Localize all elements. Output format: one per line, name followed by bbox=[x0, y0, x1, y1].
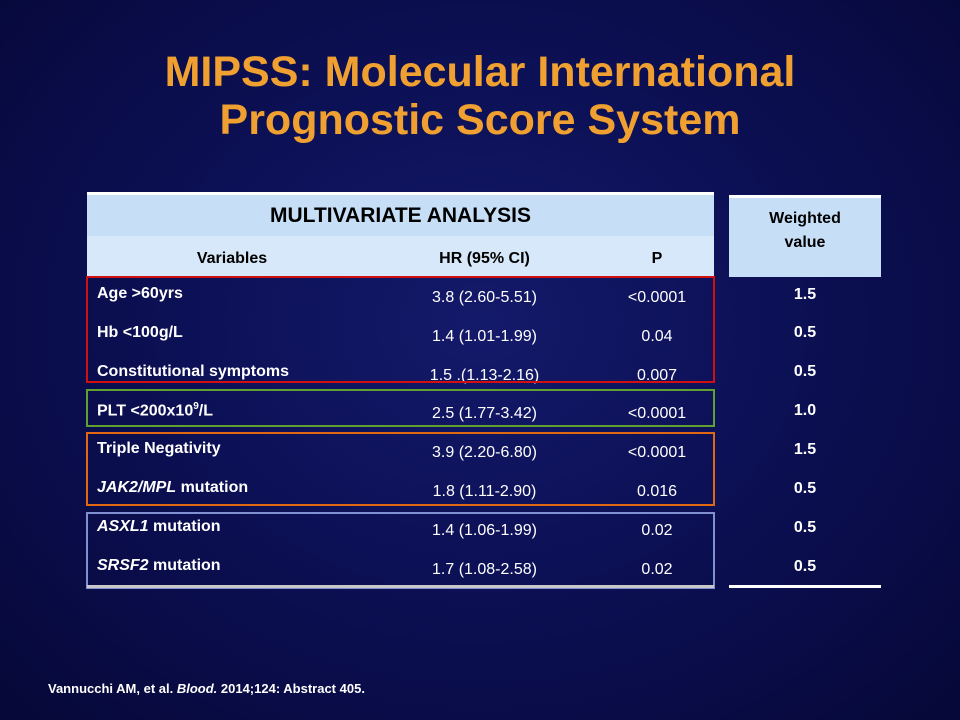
variable-cell: ASXL1 mutation bbox=[97, 518, 221, 536]
platelet-group-box bbox=[86, 389, 715, 427]
hr-cell: 2.5 (1.77-3.42) bbox=[432, 405, 537, 422]
citation-journal: Blood. bbox=[176, 681, 218, 696]
p-cell: 0.04 bbox=[641, 328, 673, 345]
weighted-value: 1.0 bbox=[793, 402, 817, 419]
high-risk-mutation-group-box bbox=[86, 512, 715, 589]
weighted-value: 1.5 bbox=[793, 286, 817, 303]
variable-text-suffix: mutation bbox=[176, 479, 249, 496]
weighted-bottom-rule bbox=[729, 585, 881, 588]
gene-name: JAK2/MPL bbox=[97, 479, 177, 496]
column-hr: HR (95% CI) bbox=[439, 250, 530, 267]
variable-cell: Hb <100g/L bbox=[97, 324, 183, 341]
table-bottom-rule bbox=[87, 585, 714, 588]
table-row: PLT <200x109/L 2.5 (1.77-3.42) <0.0001 bbox=[87, 394, 714, 433]
weighted-header-line-2: value bbox=[784, 234, 826, 251]
column-header-band bbox=[87, 236, 714, 277]
column-p: P bbox=[651, 250, 663, 267]
table-row: ASXL1 mutation 1.4 (1.06-1.99) 0.02 bbox=[87, 511, 714, 550]
weighted-value: 1.5 bbox=[793, 441, 817, 458]
p-cell: <0.0001 bbox=[627, 444, 687, 461]
variable-cell: JAK2/MPL mutation bbox=[97, 479, 248, 497]
variable-text: PLT <200x10 bbox=[97, 402, 194, 420]
variable-superscript: 9 bbox=[193, 401, 199, 412]
weighted-value: 0.5 bbox=[793, 558, 817, 575]
variable-cell: Constitutional symptoms bbox=[97, 363, 290, 380]
column-variables: Variables bbox=[196, 250, 268, 267]
variable-text-suffix: mutation bbox=[148, 557, 221, 574]
variable-cell: PLT <200x109/L bbox=[97, 401, 213, 420]
p-cell: 0.02 bbox=[641, 561, 673, 578]
variable-cell: Triple Negativity bbox=[97, 440, 221, 457]
citation-authors: Vannucchi AM, et al. bbox=[48, 681, 177, 696]
driver-mutation-group-box bbox=[86, 432, 715, 506]
table-heading: MULTIVARIATE ANALYSIS bbox=[270, 204, 531, 227]
variable-text-suffix: /L bbox=[198, 402, 213, 420]
table-row: Constitutional symptoms 1.5 .(1.13-2.16)… bbox=[87, 356, 714, 395]
weighted-value-header: Weighted value bbox=[729, 195, 881, 277]
hr-cell: 1.7 (1.08-2.58) bbox=[432, 561, 537, 578]
variable-text-suffix: mutation bbox=[148, 518, 221, 535]
weighted-value: 0.5 bbox=[793, 519, 817, 536]
p-cell: 0.016 bbox=[636, 483, 678, 500]
citation: Vannucchi AM, et al. Blood. 2014;124: Ab… bbox=[48, 681, 365, 696]
table-row: JAK2/MPL mutation 1.8 (1.11-2.90) 0.016 bbox=[87, 472, 714, 511]
hr-cell: 3.8 (2.60-5.51) bbox=[432, 289, 537, 306]
table-row: SRSF2 mutation 1.7 (1.08-2.58) 0.02 bbox=[87, 550, 714, 589]
gene-name: ASXL1 bbox=[97, 518, 149, 535]
table-row: Age >60yrs 3.8 (2.60-5.51) <0.0001 bbox=[87, 278, 714, 317]
p-cell: 0.02 bbox=[641, 522, 673, 539]
gene-name: SRSF2 bbox=[97, 557, 149, 574]
p-cell: <0.0001 bbox=[627, 289, 687, 306]
weighted-value: 0.5 bbox=[793, 324, 817, 341]
weighted-value: 0.5 bbox=[793, 363, 817, 380]
citation-details: 2014;124: Abstract 405. bbox=[217, 681, 365, 696]
title-line-2: Prognostic Score System bbox=[219, 96, 741, 144]
p-cell: 0.007 bbox=[636, 367, 678, 384]
table-row: Triple Negativity 3.9 (2.20-6.80) <0.000… bbox=[87, 433, 714, 472]
hr-cell: 1.5 .(1.13-2.16) bbox=[429, 367, 540, 384]
weighted-header-line-1: Weighted bbox=[769, 210, 841, 227]
title-line-1: MIPSS: Molecular International bbox=[164, 48, 796, 96]
slide-title: MIPSS: Molecular International Prognosti… bbox=[0, 48, 960, 144]
hr-cell: 1.4 (1.01-1.99) bbox=[432, 328, 537, 345]
table-header: MULTIVARIATE ANALYSIS Variables HR (95% … bbox=[87, 192, 714, 277]
variable-cell: Age >60yrs bbox=[97, 285, 183, 302]
hr-cell: 3.9 (2.20-6.80) bbox=[432, 444, 537, 461]
clinical-group-box bbox=[86, 276, 715, 383]
hr-cell: 1.4 (1.06-1.99) bbox=[432, 522, 537, 539]
table-row: Hb <100g/L 1.4 (1.01-1.99) 0.04 bbox=[87, 317, 714, 356]
variable-cell: SRSF2 mutation bbox=[97, 557, 221, 575]
weighted-value: 0.5 bbox=[793, 480, 817, 497]
p-cell: <0.0001 bbox=[627, 405, 687, 422]
hr-cell: 1.8 (1.11-2.90) bbox=[432, 483, 537, 500]
